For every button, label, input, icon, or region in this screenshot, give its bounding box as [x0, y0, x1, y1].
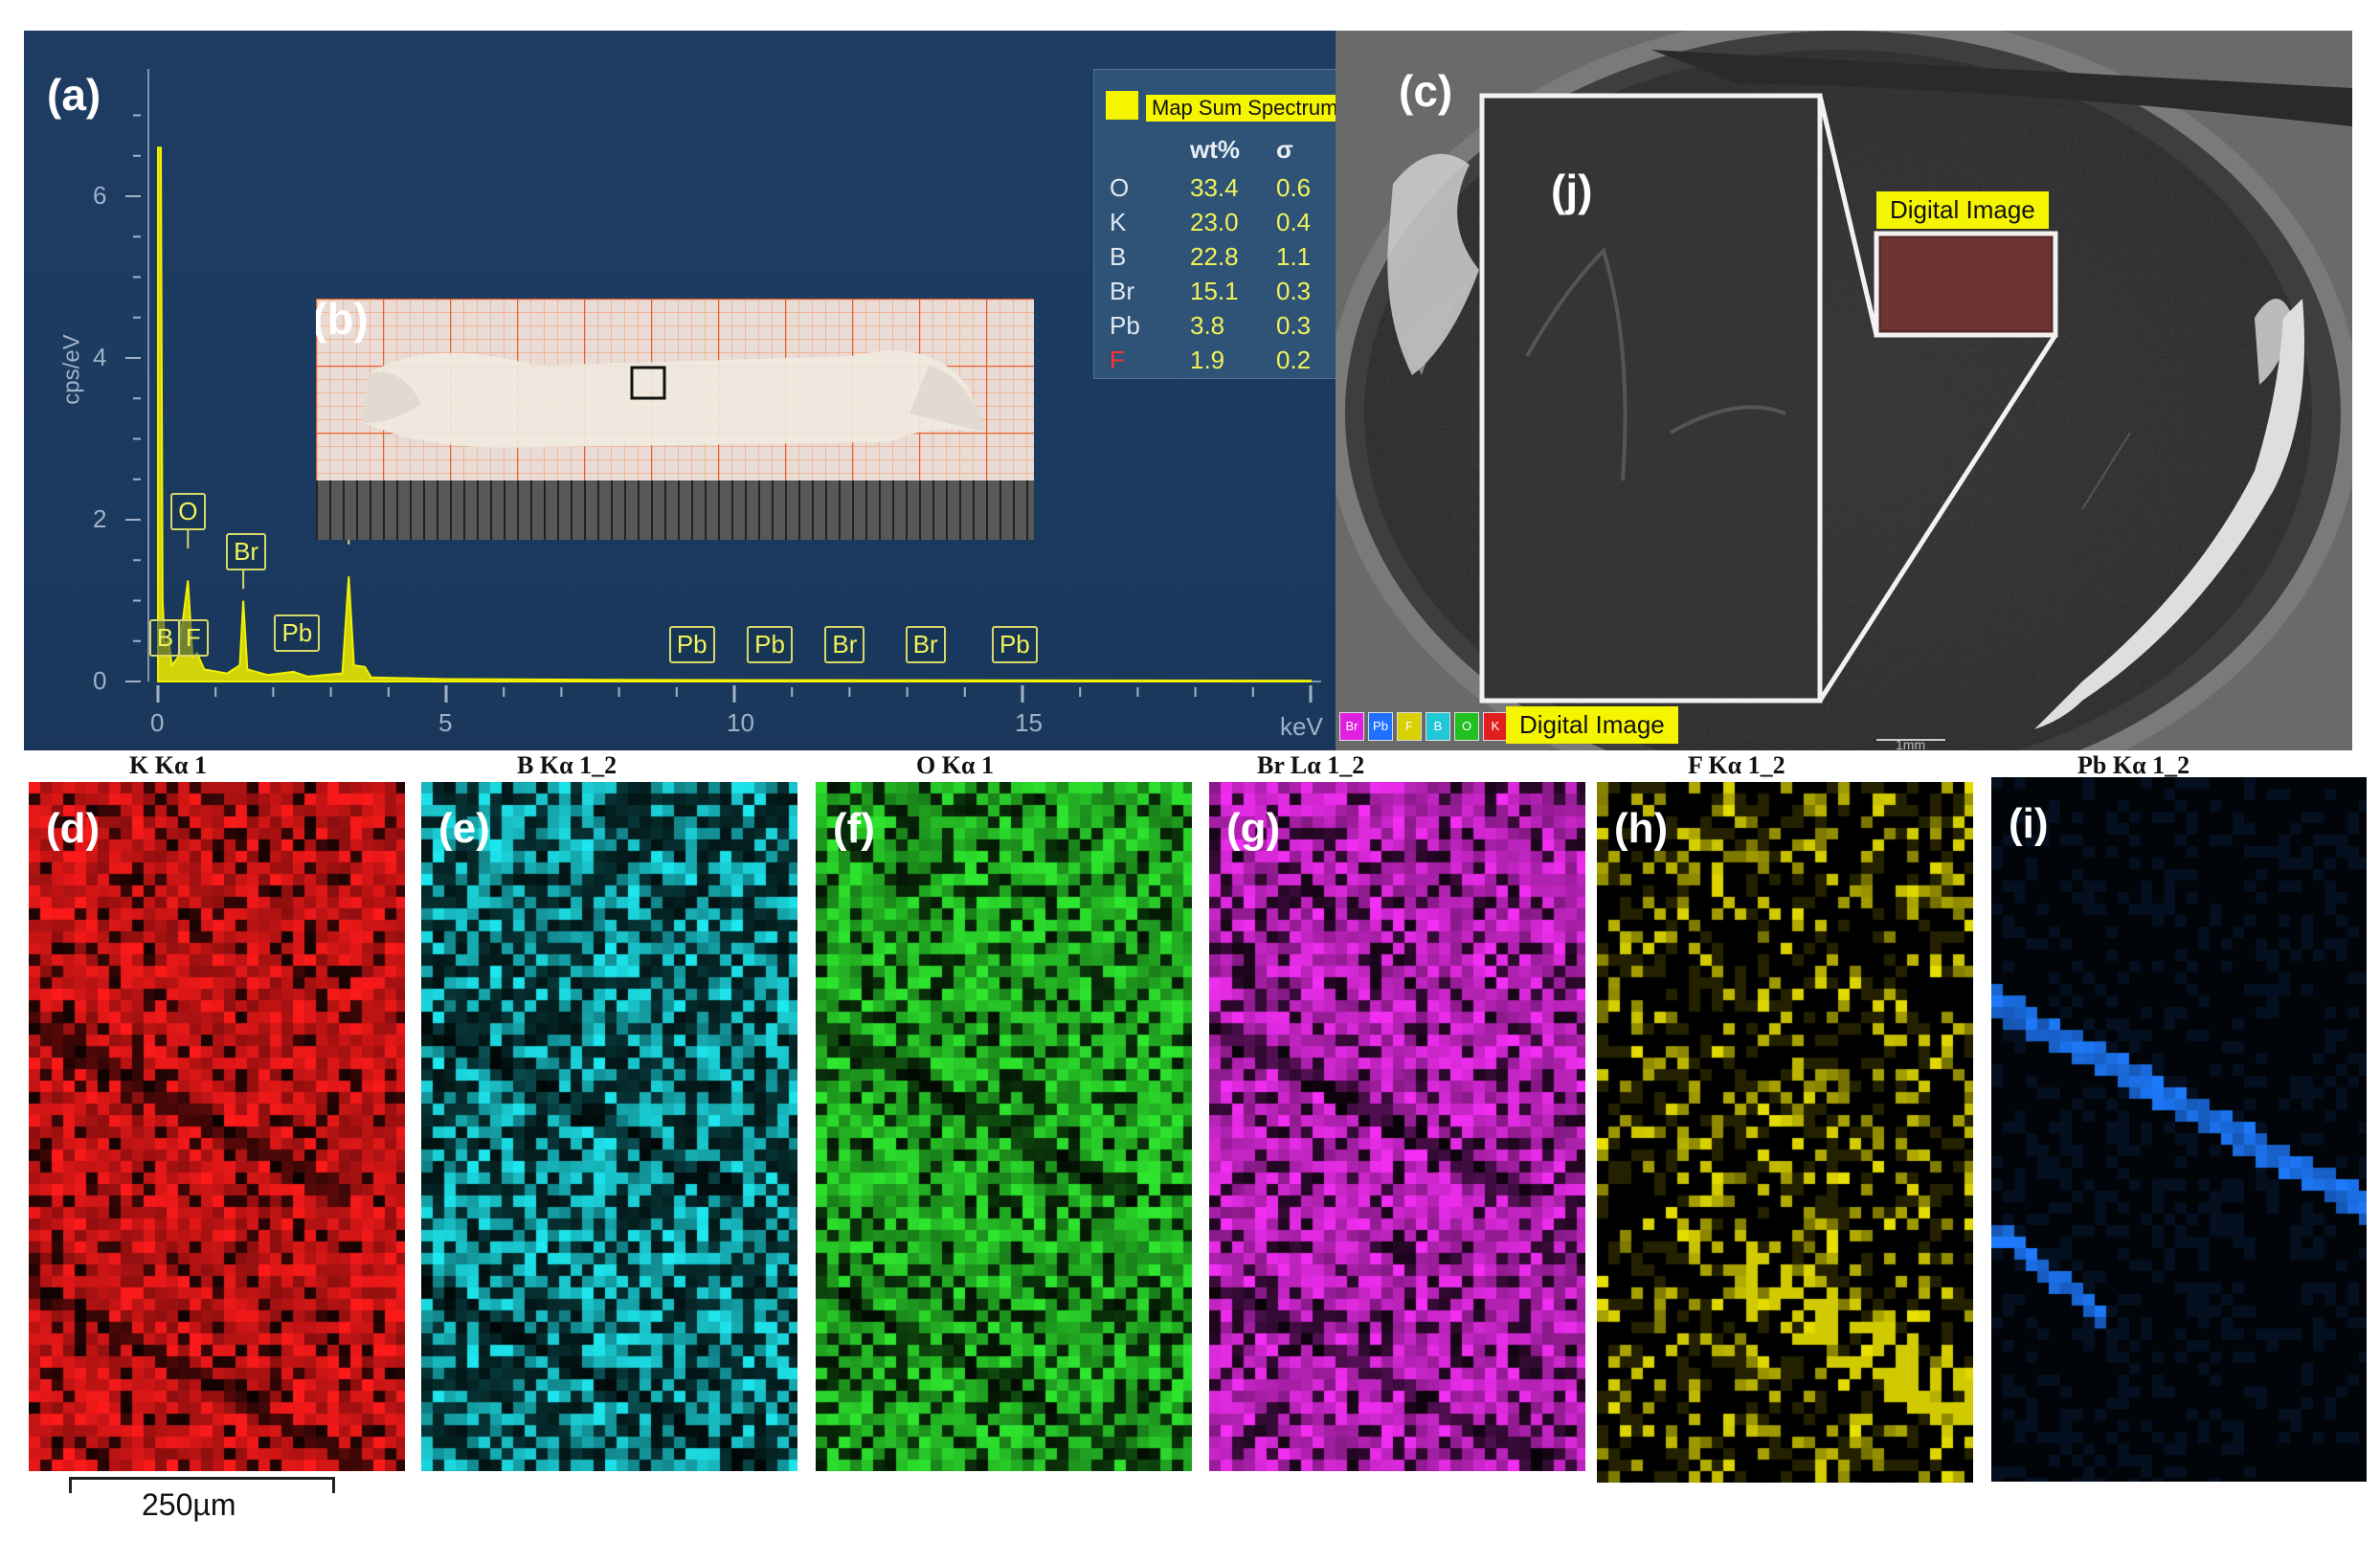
panel-label-f: (f): [833, 805, 875, 852]
element-map-canvas: [816, 782, 1192, 1471]
legend-element: Pb: [1110, 311, 1140, 340]
x-axis-unit: keV: [1280, 712, 1323, 741]
legend-sigma: 0.2: [1276, 346, 1312, 374]
element-map-g: (g): [1209, 782, 1585, 1471]
legend-wt: 15.1: [1190, 277, 1239, 305]
map-scale-text: 250µm: [142, 1487, 236, 1522]
legend-element: B: [1110, 242, 1127, 271]
legend-element: Br: [1110, 277, 1134, 305]
y-tick-label: 2: [93, 504, 107, 533]
y-tick-label: 0: [93, 666, 107, 695]
legend-sigma: 0.6: [1276, 173, 1312, 202]
element-chips: Br Pb F B O K: [1339, 712, 1508, 741]
panel-label-e: (e): [438, 805, 490, 852]
y-tick-label: 4: [93, 343, 107, 371]
map-title: O Kα 1: [916, 751, 994, 779]
sem-scale-bar: [1876, 739, 1945, 741]
peak-label: Br: [824, 626, 865, 663]
legend-element: K: [1110, 208, 1127, 236]
element-map-canvas: [1597, 782, 1973, 1483]
element-chip: Br: [1339, 712, 1364, 741]
element-chip: Pb: [1368, 712, 1393, 741]
x-tick-label: 15: [1015, 708, 1043, 737]
legend-sigma: 0.4: [1276, 208, 1312, 236]
legend-swatch: [1106, 91, 1138, 120]
legend-wt: 1.9: [1190, 346, 1225, 374]
panel-label-b: (b): [316, 299, 369, 344]
legend-box: Map Sum Spectrum wt% σ O 33.4 0.6 K 23.0 0.4 B…: [1093, 69, 1350, 379]
x-tick-label: 10: [727, 708, 754, 737]
legend-sigma: 1.1: [1276, 242, 1312, 271]
peak-label: Br: [905, 626, 946, 663]
peak-label: Pb: [747, 626, 793, 663]
panel-label-d: (d): [46, 805, 101, 852]
peak-label: Pb: [991, 626, 1038, 663]
sem-image-graphic: [1336, 31, 2352, 750]
legend-wt: 33.4: [1190, 173, 1239, 202]
map-title: Br Lα 1_2: [1257, 751, 1365, 779]
panel-label-g: (g): [1226, 805, 1281, 852]
element-map-canvas: [29, 782, 405, 1471]
y-axis-label: cps/eV: [58, 334, 85, 405]
element-chip: B: [1426, 712, 1450, 741]
peak-label: F: [177, 619, 209, 657]
map-title: Pb Kα 1_2: [2077, 751, 2190, 779]
legend-sigma: 0.3: [1276, 277, 1312, 305]
panel-label-h: (h): [1614, 805, 1669, 852]
legend-element: F: [1110, 346, 1125, 374]
x-tick-label: 5: [438, 708, 453, 737]
map-title: K Kα 1: [129, 751, 207, 779]
peak-label: Br: [226, 533, 267, 571]
element-map-canvas: [1991, 777, 2367, 1482]
digital-image-label-inset: Digital Image: [1876, 191, 2049, 229]
x-tick-label: 0: [150, 708, 165, 737]
element-chip: O: [1454, 712, 1479, 741]
element-map-i: (i): [1991, 777, 2367, 1482]
peak-label: Pb: [668, 626, 715, 663]
digital-image-label-bottom: Digital Image: [1506, 706, 1678, 744]
panel-label-j: (j): [1551, 166, 1593, 215]
sem-image-panel: (c) (j) Digital Image Br Pb F B O K Digital I…: [1336, 31, 2352, 750]
element-map-d: (d): [29, 782, 405, 1471]
legend-wt: 3.8: [1190, 311, 1225, 340]
y-tick-label: 6: [93, 181, 107, 210]
legend-wt: 23.0: [1190, 208, 1239, 236]
element-map-e: (e): [421, 782, 797, 1471]
selection-square: [630, 366, 666, 400]
legend-sigma: 0.3: [1276, 311, 1312, 340]
map-title: F Kα 1_2: [1688, 751, 1785, 779]
legend-element: O: [1110, 173, 1130, 202]
element-map-canvas: [421, 782, 797, 1471]
element-map-canvas: [1209, 782, 1585, 1471]
panel-label-i: (i): [2009, 800, 2049, 847]
sample-photo-graphic: [316, 299, 1034, 540]
peak-label: O: [170, 493, 206, 530]
map-title: B Kα 1_2: [517, 751, 617, 779]
legend-col-wt: wt%: [1190, 135, 1240, 164]
panel-label-c: (c): [1399, 66, 1453, 116]
element-chip: K: [1483, 712, 1508, 741]
legend-title: Map Sum Spectrum: [1146, 95, 1343, 122]
map-scale-bar: [69, 1477, 335, 1493]
sample-photo: (b): [316, 299, 1034, 540]
peak-label: Pb: [274, 614, 321, 652]
sem-scale-text: 1mm: [1896, 737, 1926, 750]
element-map-h: (h): [1597, 782, 1980, 1483]
element-chip: F: [1397, 712, 1422, 741]
panel-label-a: (a): [47, 70, 101, 120]
legend-col-sigma: σ: [1276, 135, 1293, 164]
element-map-f: (f): [816, 782, 1192, 1471]
peak-label: B: [148, 619, 182, 657]
legend-wt: 22.8: [1190, 242, 1239, 271]
